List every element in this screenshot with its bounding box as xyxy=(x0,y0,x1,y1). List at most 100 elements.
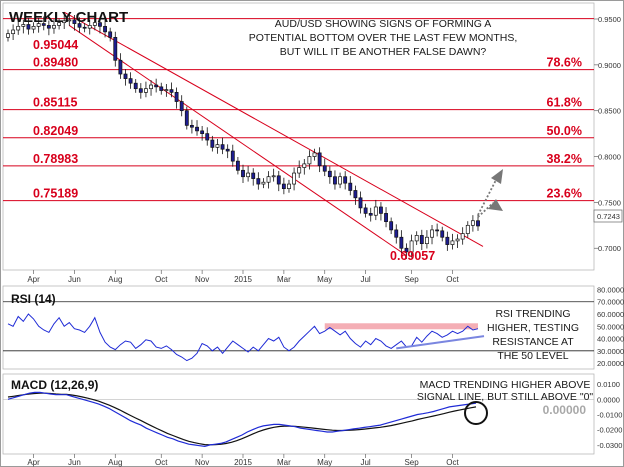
x-tick-label: May xyxy=(317,458,332,467)
candle-body xyxy=(82,26,87,29)
macd-line xyxy=(7,391,477,448)
rsi-y-tick-label: 20.0000 xyxy=(597,359,624,368)
candle-body xyxy=(98,22,102,27)
candle-body xyxy=(327,170,332,178)
rsi-y-tick-label: 60.0000 xyxy=(597,310,624,319)
candle-body xyxy=(358,197,363,209)
arrow-head-right xyxy=(488,199,503,211)
low-price-label: 0.69057 xyxy=(390,249,435,263)
candle-body xyxy=(409,240,414,253)
x-tick-label: Apr xyxy=(27,458,40,467)
candle-body xyxy=(235,160,240,171)
candle-body xyxy=(348,182,353,191)
candle-body xyxy=(113,36,118,61)
candle-body xyxy=(455,238,460,242)
candle-body xyxy=(312,152,317,157)
macd-y-tick-label: -0.0300 xyxy=(597,441,622,450)
candle-body xyxy=(276,175,281,185)
arrow-head-up xyxy=(491,169,503,184)
x-tick-label: Aug xyxy=(108,458,122,467)
candle-body xyxy=(470,220,475,226)
candle-body xyxy=(118,59,123,75)
candle-body xyxy=(220,144,225,150)
candle-body xyxy=(123,73,128,79)
candle-body xyxy=(373,206,378,216)
candle-body xyxy=(138,88,143,93)
candle-body xyxy=(164,89,169,91)
candle-body xyxy=(476,220,480,227)
candle-body xyxy=(343,176,348,184)
x-tick-label: Mar xyxy=(277,458,291,467)
rsi-title: RSI (14) xyxy=(11,292,56,306)
last-price-box xyxy=(593,209,623,223)
candle-body xyxy=(297,167,302,174)
channel-upper-line xyxy=(63,11,484,247)
x-tick-label: Jun xyxy=(68,275,81,284)
macd-y-tick-label: -0.0200 xyxy=(597,426,622,435)
downtrend-channel xyxy=(63,11,484,256)
rsi-y-tick-label: 70.0000 xyxy=(597,298,624,307)
x-tick-label: 2015 xyxy=(234,458,252,467)
candle-body xyxy=(435,229,440,232)
price-y-tick-label: 0.7500 xyxy=(598,198,621,207)
price-y-tick-label: 0.9500 xyxy=(598,15,621,24)
candle-body xyxy=(57,22,62,26)
candle-body xyxy=(21,24,26,27)
rsi-y-tick-label: 30.0000 xyxy=(597,347,624,356)
candle-body xyxy=(333,176,337,185)
candle-body xyxy=(450,240,455,245)
candle-body xyxy=(159,86,164,91)
x-tick-label: Oct xyxy=(446,458,459,467)
last-price-label: 0.7243 xyxy=(597,212,620,221)
candle-body xyxy=(353,190,358,199)
annotation-line-1: AUD/USD SHOWING SIGNS OF FORMING A xyxy=(275,18,491,30)
fib-price-label: 0.89480 xyxy=(33,56,78,70)
candle-body xyxy=(394,229,399,238)
rsi-annotation-3: RESISTANCE AT xyxy=(492,336,574,348)
projection-arrow-right xyxy=(477,202,494,218)
channel-lower-line xyxy=(69,25,407,256)
candle-body xyxy=(200,130,205,134)
projection-arrows xyxy=(477,169,503,218)
candle-body xyxy=(52,25,56,29)
candle-body xyxy=(174,92,179,102)
macd-zero-label: 0.00000 xyxy=(543,403,587,417)
x-tick-label: Aug xyxy=(108,275,122,284)
x-tick-label: Jun xyxy=(68,458,81,467)
macd-highlight-circle xyxy=(464,401,488,425)
candle-body xyxy=(169,89,174,93)
fib-price-label: 0.75189 xyxy=(33,187,78,201)
fib-price-label: 0.85115 xyxy=(33,96,78,110)
candle-body xyxy=(271,175,276,178)
candle-body xyxy=(67,19,72,22)
macd-annotation-1: MACD TRENDING HIGHER ABOVE xyxy=(420,379,591,391)
fib-percent-label: 23.6% xyxy=(547,187,582,201)
candle-body xyxy=(460,233,465,240)
candle-body xyxy=(292,172,297,185)
chart-title: WEEKLY CHART xyxy=(9,9,128,26)
candle-body xyxy=(246,172,251,178)
annotation-line-2: POTENTIAL BOTTOM OVER THE LAST FEW MONTH… xyxy=(249,32,518,44)
candle-body xyxy=(149,84,153,90)
fib-price-label: 0.82049 xyxy=(33,124,78,138)
x-tick-label: Oct xyxy=(446,275,459,284)
candle-body xyxy=(256,178,261,185)
candle-body xyxy=(266,176,271,183)
high-price-label: 0.95044 xyxy=(33,38,78,52)
macd-x-axis: Apr Jun Aug Oct Nov 2015 Mar May Jul Sep Oct xyxy=(27,454,459,467)
candle-body xyxy=(36,23,41,27)
candle-body xyxy=(215,144,220,148)
candle-body xyxy=(225,148,230,152)
candle-body xyxy=(424,236,429,245)
rsi-annotation-1: RSI TRENDING xyxy=(495,308,570,320)
candle-body xyxy=(41,23,46,26)
candle-body xyxy=(62,20,67,24)
x-tick-label: Nov xyxy=(195,275,209,284)
candle-body xyxy=(414,235,419,242)
candle-body xyxy=(103,25,107,33)
price-y-tick-label: 0.8000 xyxy=(598,153,621,162)
x-tick-label: Jul xyxy=(360,458,370,467)
candle-body xyxy=(11,29,16,35)
x-tick-label: Sep xyxy=(404,275,419,284)
macd-y-axis: 0.0100 0.0000 -0.0100 -0.0200 -0.0300 xyxy=(597,380,622,450)
